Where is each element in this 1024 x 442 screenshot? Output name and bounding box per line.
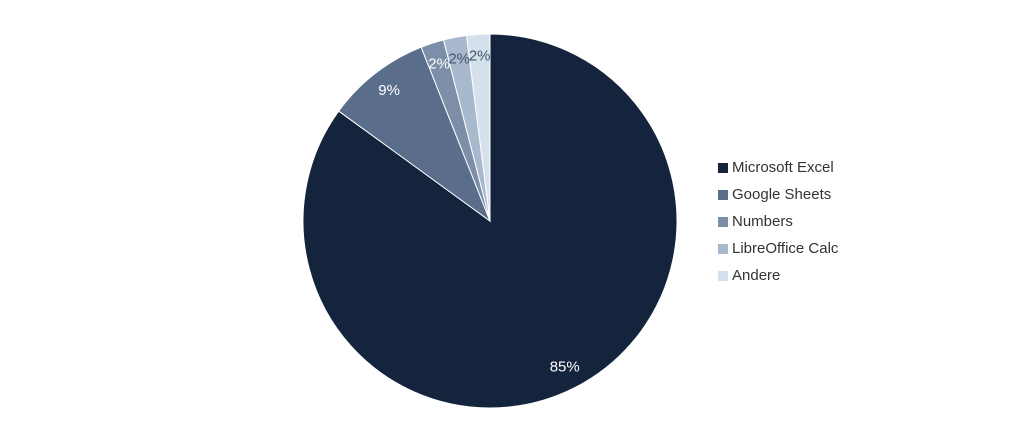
pie-slice <box>466 33 491 222</box>
legend-label: LibreOffice Calc <box>732 240 839 257</box>
legend-swatch <box>718 190 728 200</box>
legend-label: Andere <box>732 267 780 284</box>
data-label: 9% <box>378 82 400 99</box>
legend-label: Google Sheets <box>732 186 831 203</box>
legend-swatch <box>718 271 728 281</box>
pie-slice <box>338 46 492 223</box>
legend-swatch <box>718 217 728 227</box>
legend-label: Numbers <box>732 213 793 230</box>
legend-swatch <box>718 163 728 173</box>
legend-label: Microsoft Excel <box>732 159 834 176</box>
data-label: 2% <box>428 55 450 72</box>
data-label: 85% <box>550 359 580 376</box>
data-label: 2% <box>448 50 470 67</box>
data-label: 2% <box>469 48 491 65</box>
legend-swatch <box>718 244 728 254</box>
